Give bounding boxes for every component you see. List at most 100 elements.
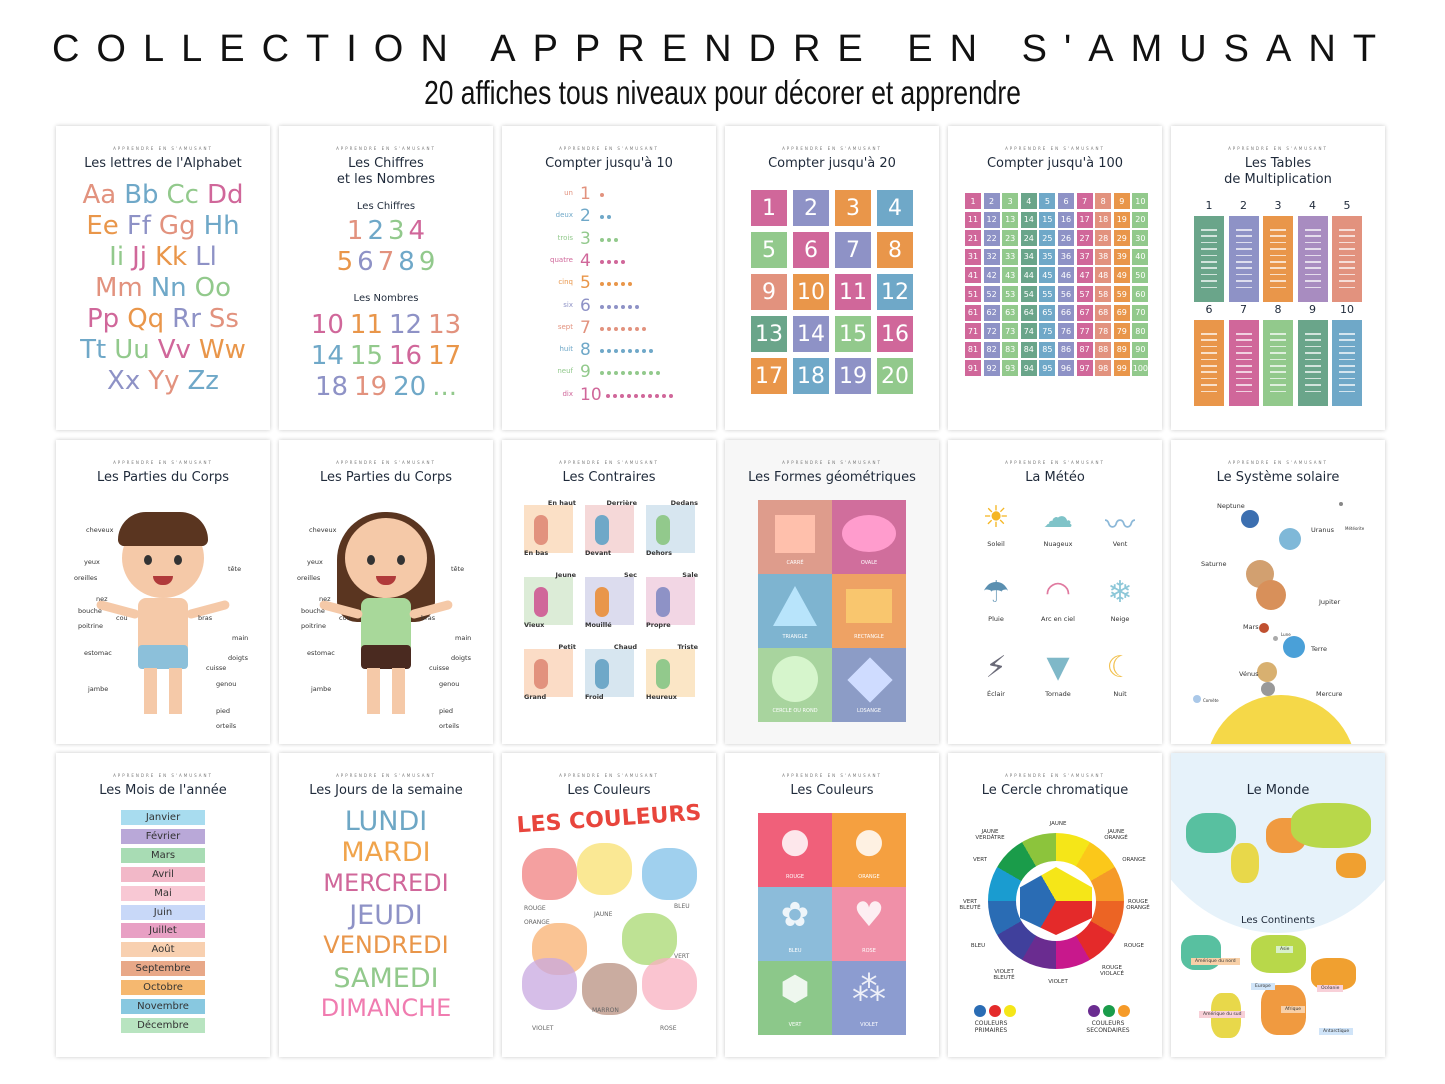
count-dot <box>614 237 618 242</box>
page-subtitle: 20 affiches tous niveaux pour décorer et… <box>424 74 1021 111</box>
poster-months[interactable]: APPRENDRE EN S'AMUSANT Les Mois de l'anné… <box>56 753 270 1057</box>
number-tile: 79 <box>1113 323 1130 340</box>
poster-watercolor[interactable]: APPRENDRE EN S'AMUSANT Les Couleurs LES CO… <box>502 753 716 1057</box>
body-label: nez <box>96 595 108 603</box>
continent-label: Amérique du sud <box>1199 1011 1246 1018</box>
continent-label: Amérique du nord <box>1191 958 1240 965</box>
poster-count[interactable]: APPRENDRE EN S'AMUSANT Compter jusqu'à 10… <box>502 126 716 430</box>
table-line <box>1235 241 1252 244</box>
table-line <box>1270 377 1286 380</box>
count-dot <box>613 393 617 398</box>
body-label: nez <box>319 595 331 603</box>
poster-meteo[interactable]: APPRENDRE EN S'AMUSANT La Météo ☀ Soleil ☁ Nu… <box>948 440 1162 744</box>
table-line <box>1235 339 1252 341</box>
number: 15 <box>349 341 383 371</box>
planet-icon <box>1241 510 1259 528</box>
count-dot <box>656 371 660 376</box>
color-tile <box>832 961 906 1035</box>
poster-body[interactable]: APPRENDRE EN S'AMUSANT Les Parties du Cor… <box>279 440 493 744</box>
table-line <box>1201 267 1217 269</box>
flower-icon: ✿ <box>780 895 810 935</box>
poster-tables[interactable]: APPRENDRE EN S'AMUSANT Les Tables de Mult… <box>1171 126 1385 430</box>
letter-pair: Ff <box>126 211 151 241</box>
poster-solar[interactable]: APPRENDRE EN S'AMUSANT Le Système solaire… <box>1171 440 1385 744</box>
wheel-label: BLEU <box>970 943 986 949</box>
poster-grid100[interactable]: APPRENDRE EN S'AMUSANT Compter jusqu'à 10… <box>948 126 1162 430</box>
body-label: pied <box>216 707 231 715</box>
continent-map <box>1251 935 1306 973</box>
letter-row: Pp Qq Rr Ss <box>56 304 270 334</box>
number-tile: 88 <box>1095 341 1112 358</box>
body-label: estomac <box>84 649 112 657</box>
poster-grid20[interactable]: APPRENDRE EN S'AMUSANT Compter jusqu'à 20… <box>725 126 939 430</box>
poster-letters[interactable]: APPRENDRE EN S'AMUSANT Les lettres de l'A… <box>56 126 270 430</box>
poster-title: Les Parties du Corps <box>319 470 453 485</box>
count-digit: 9 <box>580 362 591 383</box>
table-line <box>1201 390 1217 393</box>
number-tile: 4 <box>1020 193 1037 209</box>
planet-label: Mercure <box>1316 690 1343 698</box>
number-tile: 6 <box>1058 193 1074 209</box>
table-line <box>1235 261 1252 263</box>
body-label: yeux <box>84 558 100 566</box>
body-label: genou <box>216 680 237 688</box>
poster-numbers[interactable]: APPRENDRE EN S'AMUSANT Les Chiffres et le… <box>279 126 493 430</box>
month-bar: Août <box>121 942 205 958</box>
number-tile: 58 <box>1095 286 1112 302</box>
poster-brand: APPRENDRE EN S'AMUSANT <box>782 773 882 778</box>
count-dot <box>655 393 659 398</box>
table-line <box>1270 254 1286 257</box>
wheel-label: JAUNE VERDÂTRE <box>975 829 1005 841</box>
day-word: SAMEDI <box>333 962 439 994</box>
circle-icon <box>772 656 818 702</box>
poster-body[interactable]: APPRENDRE EN S'AMUSANT Les Parties du Cor… <box>56 440 270 744</box>
poster-brand: APPRENDRE EN S'AMUSANT <box>559 146 659 151</box>
number-tile: 8 <box>877 232 913 268</box>
body-label: genou <box>439 680 460 688</box>
count-dot <box>607 259 611 264</box>
opposite-label: Sec <box>624 571 637 579</box>
table-line <box>1235 229 1252 231</box>
poster-title: Les lettres de l'Alphabet <box>84 156 242 171</box>
number-tile: 31 <box>965 248 981 265</box>
number-tile: 7 <box>835 232 871 268</box>
table-line <box>1304 384 1321 386</box>
table-line <box>1339 377 1355 380</box>
poster-days[interactable]: APPRENDRE EN S'AMUSANT Les Jours de la se… <box>279 753 493 1057</box>
wheel-label: ROUGE VIOLACÉ <box>1100 965 1124 977</box>
body-label: cheveux <box>309 526 337 534</box>
table-line <box>1304 286 1321 289</box>
number-tile: 14 <box>793 316 829 352</box>
oval-icon <box>842 515 896 552</box>
planet-icon <box>1273 636 1278 641</box>
letter-pair: Cc <box>166 180 199 210</box>
number-tile: 93 <box>1002 360 1019 377</box>
poster-title: Les Contraires <box>562 470 656 485</box>
body-label: poitrine <box>78 622 104 630</box>
weather-label: Pluie <box>988 615 1004 623</box>
number-tile: 2 <box>983 193 1000 209</box>
poster-contraires[interactable]: APPRENDRE EN S'AMUSANT Les Contraires En h… <box>502 440 716 744</box>
number-tile: 68 <box>1095 304 1112 321</box>
poster-wheel[interactable]: APPRENDRE EN S'AMUSANT Le Cercle chromati… <box>948 753 1162 1057</box>
table-line <box>1339 345 1355 348</box>
letter-pair: Yy <box>148 366 180 396</box>
table-line <box>1201 248 1217 250</box>
mouth-icon <box>153 576 173 585</box>
shape-label: LOSANGE <box>856 708 881 714</box>
poster-title: Les Couleurs <box>790 783 874 798</box>
primary-dot <box>1004 1005 1016 1017</box>
day-word: MARDI <box>341 837 431 869</box>
number-tile: 34 <box>1020 248 1037 265</box>
body-label: bras <box>198 614 213 622</box>
poster-shapes[interactable]: APPRENDRE EN S'AMUSANT Les Formes géométr… <box>725 440 939 744</box>
poster-colortiles[interactable]: APPRENDRE EN S'AMUSANT Les Couleurs ● ROUGE… <box>725 753 939 1057</box>
leg-icon <box>169 668 182 714</box>
number-tile: 90 <box>1132 341 1149 358</box>
table-line <box>1339 254 1355 257</box>
count-dot <box>607 282 611 287</box>
planet-label: Uranus <box>1311 526 1335 534</box>
count-dot <box>635 371 639 376</box>
